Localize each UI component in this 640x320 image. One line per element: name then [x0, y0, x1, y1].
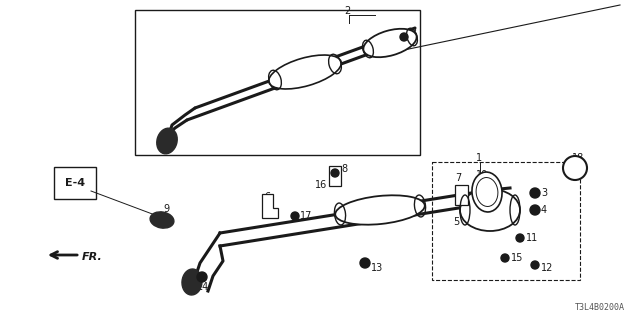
Text: 15: 15 [511, 253, 524, 263]
Text: T3L4B0200A: T3L4B0200A [575, 303, 625, 312]
Circle shape [516, 234, 524, 242]
Text: 11: 11 [526, 233, 538, 243]
Text: 5: 5 [453, 217, 460, 227]
Text: 3: 3 [410, 28, 416, 38]
Ellipse shape [364, 29, 417, 57]
Circle shape [501, 254, 509, 262]
Polygon shape [262, 194, 278, 218]
Bar [432, 162, 580, 280]
Text: 13: 13 [371, 263, 383, 273]
Ellipse shape [182, 269, 202, 295]
Circle shape [291, 212, 299, 220]
Ellipse shape [186, 274, 198, 290]
Bar [135, 10, 420, 155]
Circle shape [530, 205, 540, 215]
Text: 2: 2 [344, 6, 350, 16]
Text: 18: 18 [572, 153, 584, 163]
Ellipse shape [161, 133, 173, 149]
Text: 1: 1 [476, 153, 482, 163]
Circle shape [360, 258, 370, 268]
Text: 3: 3 [541, 188, 547, 198]
Circle shape [531, 261, 539, 269]
Ellipse shape [157, 128, 177, 154]
Polygon shape [455, 185, 468, 205]
Text: 16: 16 [315, 180, 327, 190]
Ellipse shape [150, 212, 174, 228]
Text: 10: 10 [476, 170, 488, 180]
Circle shape [530, 188, 540, 198]
Ellipse shape [563, 156, 587, 180]
Circle shape [197, 272, 207, 282]
Text: E-4: E-4 [65, 178, 85, 188]
Text: 14: 14 [197, 282, 209, 292]
Text: 6: 6 [264, 192, 270, 202]
Text: 8: 8 [341, 164, 347, 174]
Text: FR.: FR. [82, 252, 103, 262]
Text: 9: 9 [163, 204, 169, 214]
Text: 4: 4 [541, 205, 547, 215]
Text: 17: 17 [300, 211, 312, 221]
Ellipse shape [472, 172, 502, 212]
Ellipse shape [269, 55, 341, 89]
Polygon shape [329, 166, 341, 186]
Ellipse shape [476, 178, 498, 206]
Circle shape [400, 33, 408, 41]
Ellipse shape [335, 195, 425, 225]
Circle shape [331, 169, 339, 177]
Ellipse shape [460, 189, 520, 231]
Text: 7: 7 [455, 173, 461, 183]
Text: 12: 12 [541, 263, 554, 273]
